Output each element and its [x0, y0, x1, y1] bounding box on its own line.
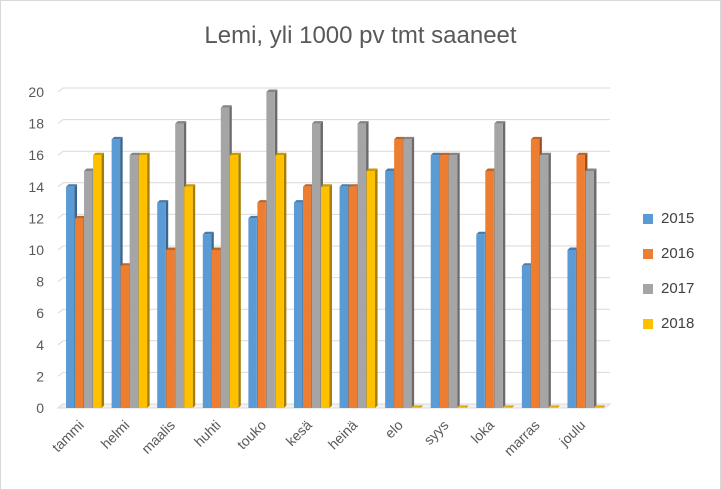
legend-swatch-2015 [643, 213, 653, 224]
y-tick-label: 20 [28, 84, 44, 100]
x-tick-label: huhti [191, 417, 224, 450]
bar [366, 168, 378, 408]
gridline [57, 245, 610, 251]
bar [548, 405, 560, 408]
gridline [57, 150, 610, 156]
y-tick-label: 8 [36, 274, 44, 290]
x-axis-labels: tammi helmi maalis huhti touko kesä heinä elo sy… [49, 417, 589, 459]
gridline [57, 340, 610, 346]
y-tick-label: 14 [28, 179, 44, 195]
x-tick-label: marras [501, 417, 543, 459]
legend-item-2015: 2015 [643, 210, 694, 227]
chart-floor [56, 403, 612, 409]
x-tick-label: touko [234, 417, 270, 453]
legend-swatch-2016 [643, 248, 653, 259]
bars [66, 89, 606, 409]
legend-label-2017: 2017 [661, 280, 695, 297]
y-tick-label: 18 [28, 116, 44, 132]
y-tick-label: 12 [28, 210, 44, 226]
bar [585, 168, 597, 408]
bar [138, 152, 150, 408]
bar [448, 152, 460, 408]
x-tick-label: joulu [555, 417, 588, 450]
legend-item-2016: 2016 [643, 245, 694, 262]
y-tick-label: 16 [28, 147, 44, 163]
legend-item-2017: 2017 [643, 280, 694, 297]
x-tick-label: tammi [49, 417, 87, 455]
gridline [57, 182, 610, 188]
legend-item-2018: 2018 [643, 315, 694, 332]
bar [184, 184, 196, 408]
gridline [57, 308, 610, 314]
bar [503, 405, 515, 408]
bar [494, 121, 506, 408]
bar [403, 136, 415, 408]
y-tick-label: 10 [28, 242, 44, 258]
bar [229, 152, 241, 408]
gridline [57, 213, 610, 219]
legend-label-2018: 2018 [661, 315, 695, 332]
x-tick-label: heinä [325, 417, 361, 453]
bar [412, 405, 424, 408]
x-tick-label: elo [381, 417, 406, 442]
bar [594, 405, 606, 408]
bar [320, 184, 332, 408]
gridline [57, 371, 610, 377]
y-axis-labels: 0 2 4 6 8 10 12 14 16 18 20 [28, 84, 44, 416]
gridlines [56, 87, 612, 409]
y-tick-label: 6 [36, 305, 44, 321]
bar [539, 152, 551, 408]
x-tick-label: loka [468, 417, 498, 447]
x-tick-label: maalis [138, 417, 178, 457]
gridline [57, 119, 610, 124]
bar [457, 405, 469, 408]
legend-label-2016: 2016 [661, 245, 695, 262]
y-tick-label: 4 [36, 337, 44, 353]
y-tick-label: 2 [36, 368, 44, 384]
gridline [57, 87, 610, 93]
legend-swatch-2018 [643, 318, 653, 329]
legend-swatch-2017 [643, 283, 653, 294]
bar [275, 152, 287, 408]
gridline [57, 277, 610, 282]
legend-label-2015: 2015 [661, 210, 695, 227]
x-tick-label: kesä [283, 417, 315, 449]
x-tick-label: helmi [98, 417, 133, 452]
y-tick-label: 0 [36, 400, 44, 416]
bar [93, 152, 105, 408]
chart-title: Lemi, yli 1000 pv tmt saaneet [204, 22, 517, 49]
x-tick-label: syys [420, 417, 451, 448]
